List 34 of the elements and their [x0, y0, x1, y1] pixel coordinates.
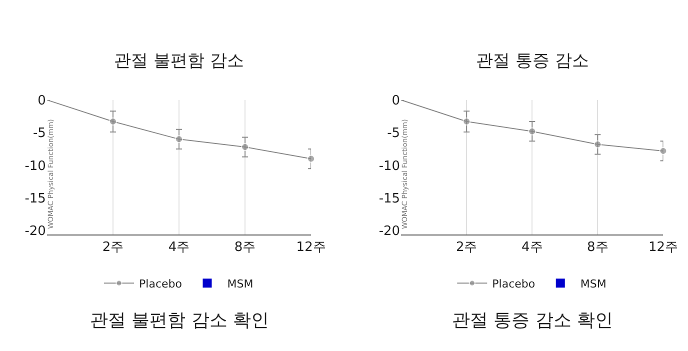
y-tick-label: -10	[378, 158, 400, 174]
chart-title: 관절 불편함 감소	[114, 51, 244, 71]
point	[307, 154, 316, 163]
point	[462, 118, 471, 126]
y-tick-label: -20	[378, 224, 400, 240]
point	[175, 135, 184, 144]
y-tick-label: -15	[378, 192, 400, 207]
legend-label: MSM	[580, 277, 606, 290]
point	[108, 118, 117, 126]
x-tick-label: 4주	[168, 240, 190, 256]
x-tick-label: 8주	[587, 240, 608, 256]
text: 관절 불편함 감소 확인	[90, 310, 270, 331]
point	[528, 127, 536, 136]
legend-label: Placebo	[139, 277, 182, 290]
x-tick-label: 8주	[234, 240, 256, 256]
y-tick-label: -5	[387, 126, 400, 142]
y-tick-label: -15	[24, 192, 46, 207]
x-tick-label: 12주	[648, 240, 678, 256]
y-tick-label: -10	[24, 158, 46, 174]
x-tick-label: 2주	[456, 240, 478, 256]
point	[659, 146, 668, 155]
y-tick-label: -20	[24, 224, 46, 240]
text: 관절 통증 감소 확인	[452, 310, 614, 331]
y-tick-label: -5	[32, 126, 46, 142]
point	[241, 143, 250, 152]
point	[594, 140, 602, 148]
chart-title: 관절 통증 감소	[476, 51, 589, 71]
y-tick-label: 0	[38, 94, 46, 109]
x-tick-label: 2주	[102, 240, 124, 256]
y-tick-label: 0	[392, 94, 400, 109]
x-tick-label: 4주	[522, 240, 543, 256]
legend-label: MSM	[227, 277, 254, 290]
x-tick-label: 12주	[296, 240, 326, 256]
legend-label: Placebo	[492, 277, 536, 290]
